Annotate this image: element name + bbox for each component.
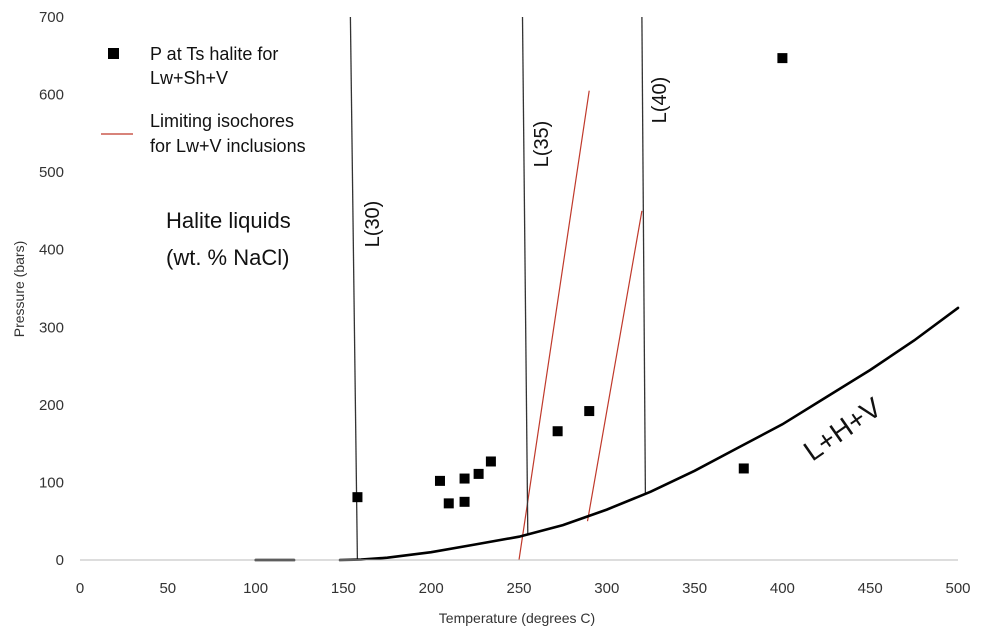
legend: P at Ts halite for Lw+Sh+V Limiting isoc… (101, 44, 306, 156)
x-tick-label: 450 (858, 580, 883, 597)
data-point (352, 492, 363, 503)
x-tick-label: 250 (506, 580, 531, 597)
liquidus-label-l35: L(35) (531, 121, 553, 168)
liquidus-label-l40: L(40) (649, 77, 671, 124)
x-tick-label: 50 (159, 580, 176, 597)
lhv-curve-label: L+H+V (798, 391, 887, 467)
y-tick-label: 300 (39, 319, 64, 336)
data-point (459, 496, 470, 507)
y-tick-label: 700 (39, 9, 64, 26)
x-tick-label: 300 (594, 580, 619, 597)
data-point (777, 53, 788, 64)
liquidus-line (521, 16, 529, 535)
legend-label-isochores-line2: for Lw+V inclusions (150, 136, 306, 156)
legend-label-points-line1: P at Ts halite for (150, 44, 278, 64)
liquidus-line (641, 16, 647, 495)
y-tick-label: 400 (39, 242, 64, 259)
tick-labels: 0 50 100 150 200 250 300 350 400 450 500 0 100 200 300… (39, 9, 971, 597)
y-tick-label: 500 (39, 164, 64, 181)
x-tick-label: 0 (76, 580, 84, 597)
data-point (485, 456, 496, 467)
liquidus-label-l30: L(30) (362, 201, 384, 248)
legend-marker-square (108, 48, 119, 59)
liquidus-line (349, 16, 359, 561)
isochore-line (518, 90, 590, 561)
lhv-curve (338, 306, 960, 562)
y-tick-label: 600 (39, 87, 64, 104)
data-point (443, 498, 454, 509)
y-tick-label: 200 (39, 397, 64, 414)
isochore-line (586, 210, 643, 522)
data-point (473, 468, 484, 479)
x-tick-label: 200 (419, 580, 444, 597)
data-point (459, 473, 470, 484)
legend-label-isochores-line1: Limiting isochores (150, 111, 294, 131)
y-axis-title: Pressure (bars) (11, 241, 27, 337)
legend-label-points-line2: Lw+Sh+V (150, 68, 228, 88)
data-point (738, 463, 749, 474)
scatter-points (352, 53, 788, 509)
region-label-line1: Halite liquids (166, 208, 291, 233)
data-point (552, 426, 563, 437)
x-tick-label: 100 (243, 580, 268, 597)
y-tick-label: 100 (39, 474, 64, 491)
x-axis-title: Temperature (degrees C) (439, 610, 595, 626)
x-tick-label: 400 (770, 580, 795, 597)
x-tick-label: 150 (331, 580, 356, 597)
region-label-line2: (wt. % NaCl) (166, 245, 289, 270)
data-point (434, 475, 445, 486)
x-tick-label: 350 (682, 580, 707, 597)
plot-lines (254, 16, 960, 562)
x-tick-label: 500 (945, 580, 970, 597)
y-tick-label: 0 (56, 552, 64, 569)
data-point (584, 406, 595, 417)
